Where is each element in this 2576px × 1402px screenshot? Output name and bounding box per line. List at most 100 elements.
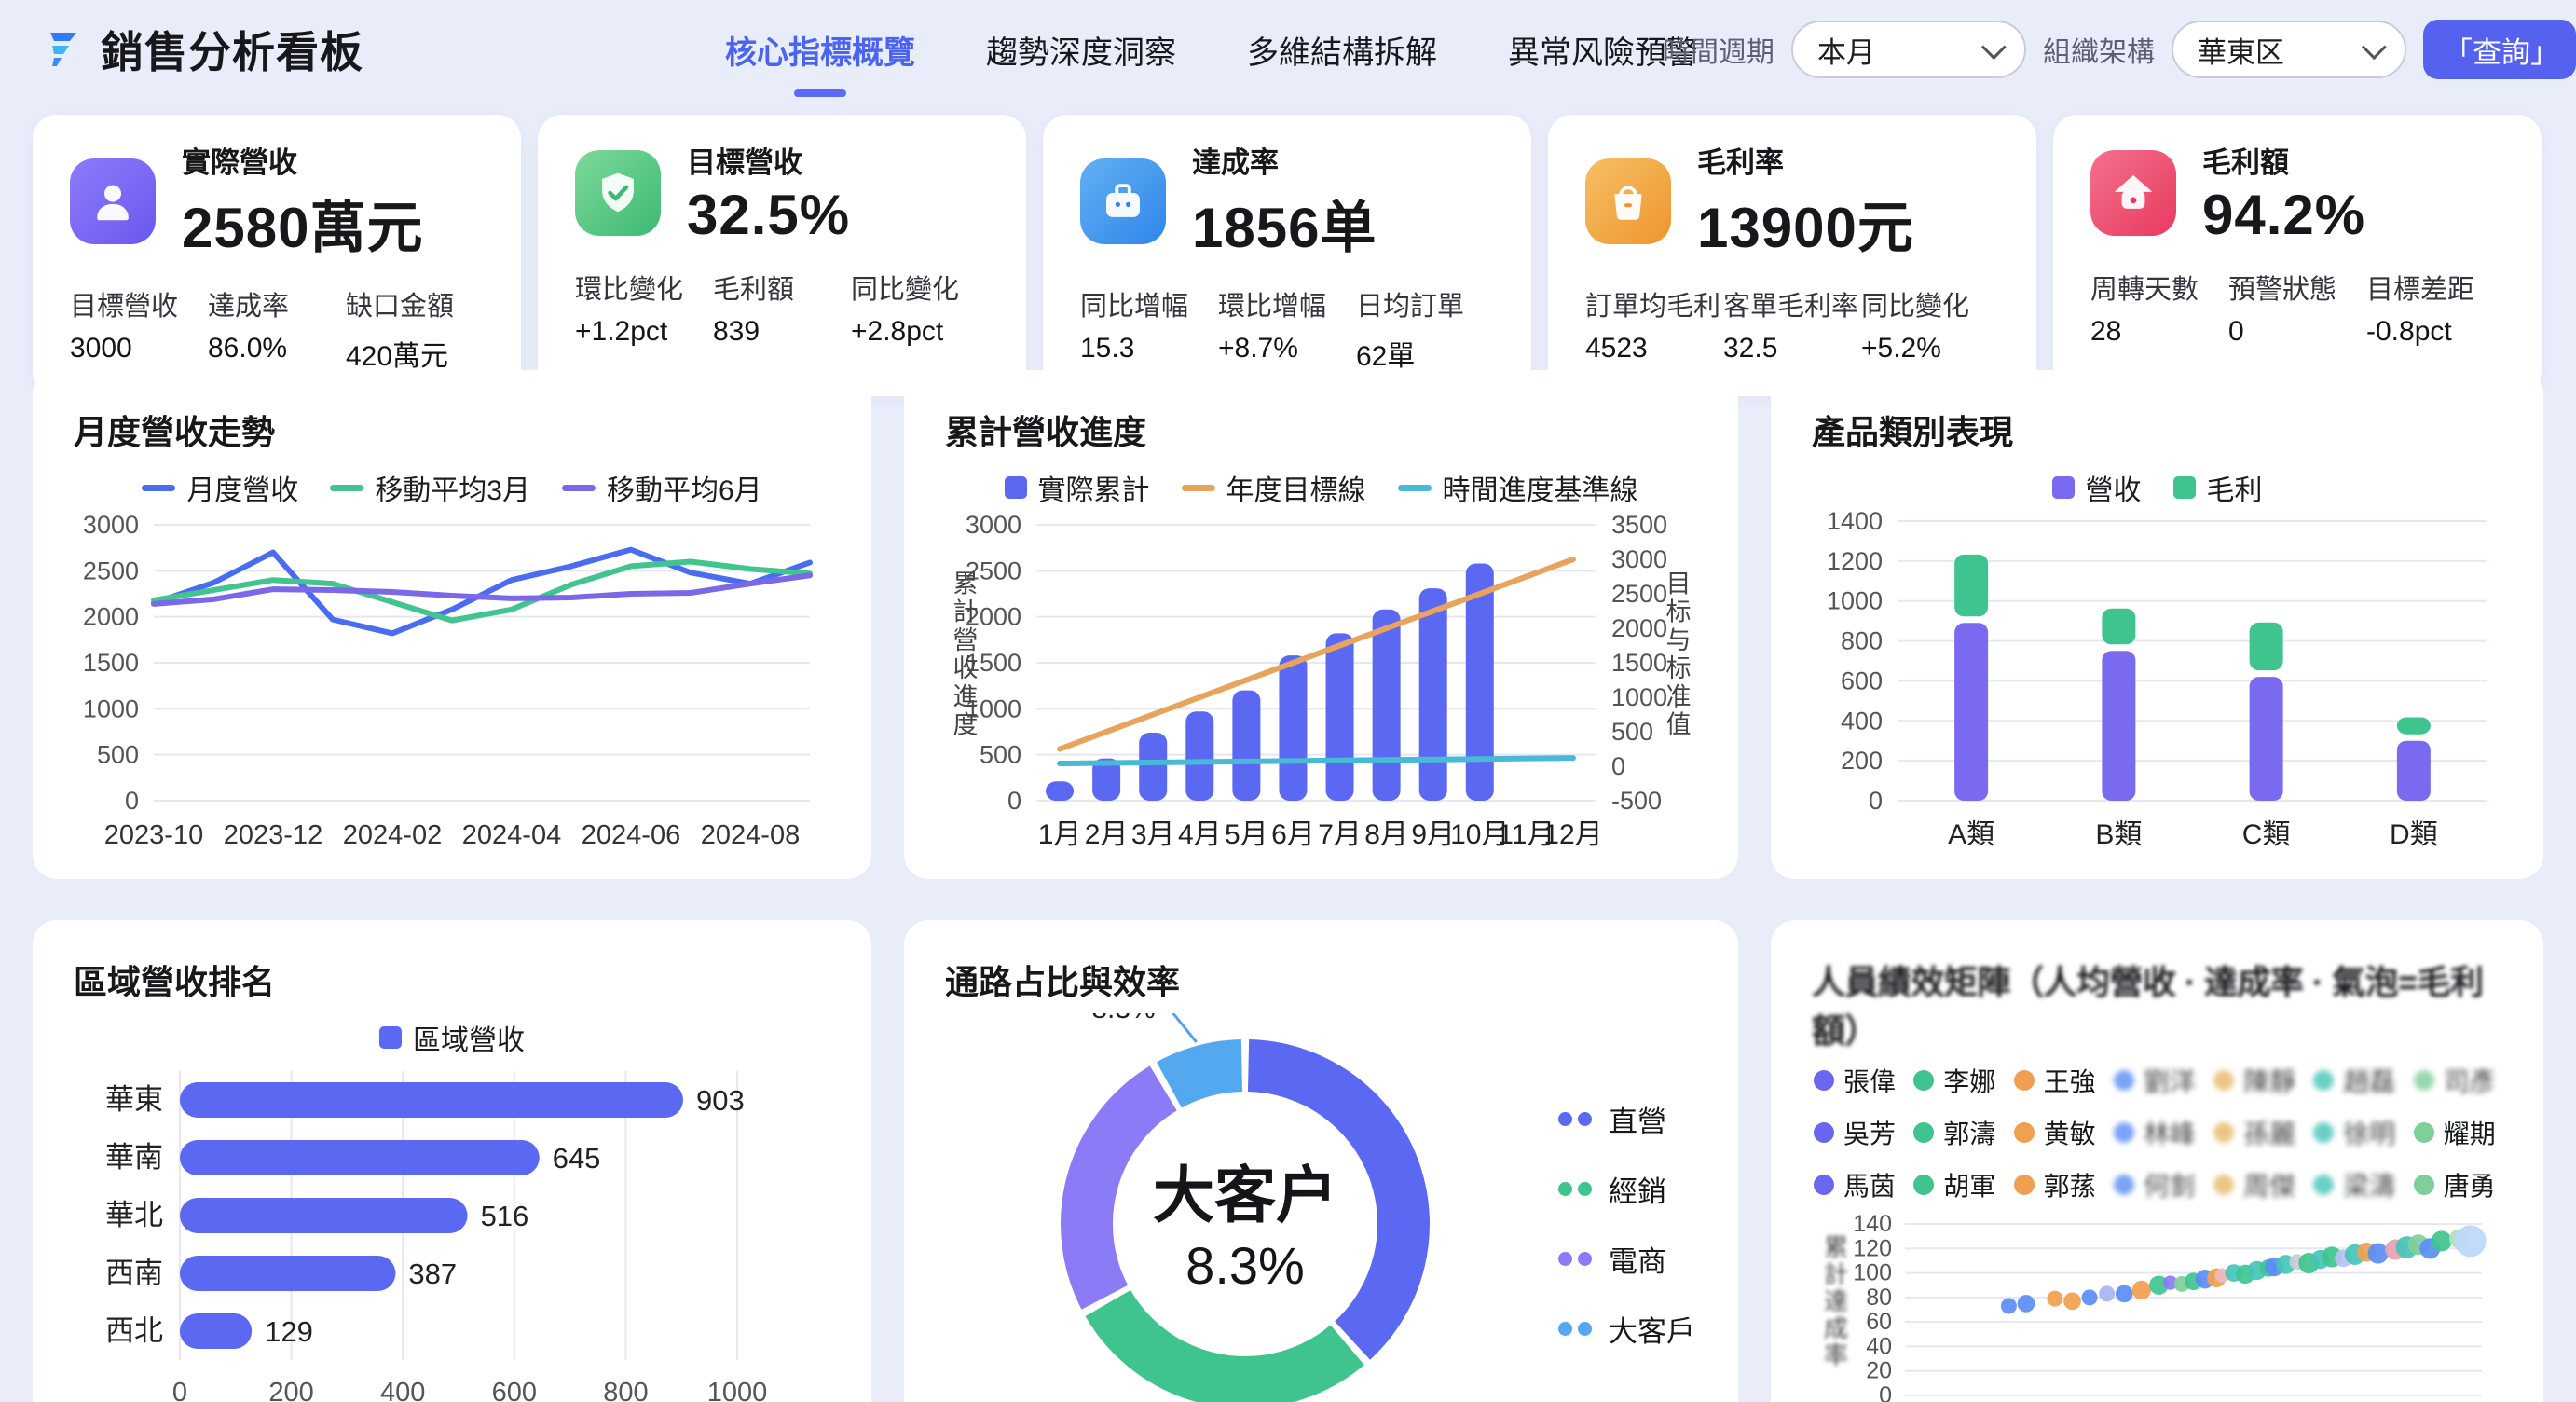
period-label: 時間週期 — [1663, 37, 1774, 68]
kpi-sub-label: 同比變化 — [851, 275, 960, 305]
svg-text:2500: 2500 — [1611, 580, 1667, 608]
legend-item: 馬茵 — [1814, 1166, 1906, 1203]
legend-item: 王強 — [2013, 1062, 2106, 1099]
svg-text:500: 500 — [1611, 718, 1653, 746]
svg-text:1000: 1000 — [707, 1378, 768, 1402]
legend-item: 經銷 — [1558, 1168, 1695, 1210]
kpi-sub-label: 環比增幅 — [1218, 292, 1327, 322]
svg-text:2500: 2500 — [966, 557, 1021, 584]
legend-dot — [2413, 1122, 2434, 1143]
legend-dot — [2213, 1070, 2235, 1091]
legend-swatch — [562, 484, 596, 491]
legend-swatch — [2172, 476, 2196, 499]
legend-item: 年度目標線 — [1181, 467, 1366, 508]
svg-text:1000: 1000 — [1611, 683, 1667, 711]
legend-dot — [1913, 1122, 1935, 1143]
tab-2[interactable]: 多維結構拆解 — [1247, 34, 1437, 71]
legend-item: 月度營收 — [142, 467, 298, 508]
chart-legend: 營收 毛利 — [1808, 463, 2506, 512]
kpi-title: 毛利率 — [1697, 146, 1784, 179]
svg-text:1500: 1500 — [83, 649, 139, 677]
svg-text:8月: 8月 — [1364, 819, 1408, 850]
period-select[interactable]: 本月 — [1791, 21, 2026, 78]
legend-item: 胡軍 — [1913, 1166, 2006, 1203]
svg-text:5月: 5月 — [1225, 819, 1268, 850]
svg-text:3月: 3月 — [1131, 819, 1175, 850]
header: 銷售分析看板 核心指標概覽 趨勢深度洞察 多維結構拆解 異常风險預警 時間週期 本月 … — [0, 0, 2576, 99]
svg-text:累計達成率: 累計達成率 — [1824, 1233, 1848, 1369]
svg-text:903: 903 — [696, 1084, 745, 1117]
tab-0[interactable]: 核心指標概覽 — [725, 27, 915, 97]
kpi-top: 達成率 1856单 — [1080, 139, 1494, 264]
kpi-sub-label: 目標差距 — [2366, 275, 2475, 305]
legend-item: 郭濤 — [1913, 1114, 2006, 1151]
org-value: 華東区 — [2198, 35, 2284, 69]
legend-swatch — [379, 1026, 402, 1049]
svg-text:2023-10: 2023-10 — [104, 820, 203, 850]
svg-text:8.3%: 8.3% — [1185, 1236, 1305, 1295]
svg-text:1200: 1200 — [1827, 547, 1883, 575]
chart-title: 人員績效矩陣（人均營收 · 達成率 · 氣泡=毛利額） — [1812, 963, 2484, 1050]
kpi-text: 達成率 1856单 — [1192, 139, 1377, 264]
svg-text:1000: 1000 — [966, 694, 1021, 722]
chart-title: 區域營收排名 — [74, 963, 276, 1001]
charts-row-1: 月度營收走勢 月度營收 移動平均3月 移動平均6月 0 500 1000 1500 2000… — [33, 370, 2543, 879]
legend-swatch — [1004, 476, 1027, 499]
legend-dot — [2113, 1070, 2134, 1091]
kpi-sub-value: 420萬元 — [346, 341, 449, 372]
kpi-text: 實際營收 2580萬元 — [182, 139, 423, 264]
kpi-subs: 訂單均毛利 4523 客單毛利率 32.5 同比變化 +5.2% — [1585, 284, 1999, 364]
svg-text:2023-12: 2023-12 — [224, 820, 322, 850]
chart-legend: 月度營收 移動平均3月 移動平均6月 — [70, 463, 834, 512]
svg-text:累計營收進度: 累計營收進度 — [953, 570, 979, 738]
kpi-row: 實際營收 2580萬元 目標營收 3000 達成率 86.0% 缺口金額 420萬元 目標… — [33, 115, 2542, 396]
scatter-chart: 0204060801001201401201101401301601501801… — [1808, 1213, 2506, 1402]
kpi-card: 毛利率 13900元 訂單均毛利 4523 客單毛利率 32.5 同比變化 +5.2% — [1548, 115, 2036, 396]
legend-item: 梁濤 — [2313, 1166, 2405, 1203]
kpi-sub-label: 日均訂單 — [1356, 292, 1465, 322]
org-select[interactable]: 華東区 — [2172, 21, 2406, 78]
kpi-sub-metric: 同比變化 +2.8pct — [851, 268, 989, 348]
chart-legend: 實際累計 年度目標線 時間進度基準線 — [941, 463, 1701, 512]
kpi-sub-metric: 環比變化 +1.2pct — [575, 268, 713, 348]
kpi-sub-value: +2.8pct — [851, 316, 944, 347]
legend-swatch — [142, 484, 176, 491]
chart-title: 累計營收進度 — [945, 413, 1147, 451]
kpi-text: 目標營收 32.5% — [687, 139, 850, 247]
chart-title: 月度營收走勢 — [74, 413, 276, 451]
query-button[interactable]: 「查詢」 — [2423, 20, 2576, 79]
tab-3[interactable]: 異常风險預警 — [1508, 34, 1698, 71]
bar-line-chart: 0 500 1000 1500 2000 2500 3000 -500 0 500 1000 1500… — [941, 512, 1701, 859]
svg-text:500: 500 — [980, 741, 1021, 769]
kpi-sub-value: 839 — [713, 316, 760, 347]
kpi-sub-label: 達成率 — [208, 292, 290, 322]
kpi-sub-metric: 同比增幅 15.3 — [1080, 284, 1218, 374]
legend-item: 電商 — [1558, 1238, 1695, 1280]
legend-dot — [1913, 1175, 1935, 1195]
svg-text:60: 60 — [1866, 1309, 1892, 1335]
svg-text:華南: 華南 — [105, 1141, 163, 1174]
kpi-sub-value: 4523 — [1585, 333, 1648, 364]
svg-text:10月: 10月 — [1450, 819, 1509, 850]
kpi-card: 達成率 1856单 同比增幅 15.3 環比增幅 +8.7% 日均訂單 62單 — [1043, 115, 1531, 396]
legend-item: 郭蓀 — [2013, 1166, 2106, 1203]
svg-text:2500: 2500 — [83, 557, 139, 584]
hbar-chart: 0 200 400 600 800 1000 華東 903 華南 645 華北 516 西南 387 西北 1… — [70, 1062, 834, 1402]
legend-swatch — [1181, 484, 1215, 491]
svg-text:A類: A類 — [1948, 819, 1994, 850]
period-value: 本月 — [1817, 35, 1875, 69]
legend-dot — [2313, 1070, 2335, 1091]
svg-text:600: 600 — [492, 1378, 537, 1402]
chart-card-region-ranking: 區域營收排名 區域營收 0 200 400 600 800 1000 華東 903 華南 645 華… — [33, 920, 871, 1402]
kpi-sub-label: 目標營收 — [70, 292, 179, 322]
svg-text:0: 0 — [125, 787, 139, 815]
kpi-value: 32.5% — [687, 184, 851, 246]
line-chart: 0 500 1000 1500 2000 2500 3000 2023-10 2023-12 20… — [70, 512, 834, 859]
svg-text:400: 400 — [380, 1378, 425, 1402]
shield-check-icon — [575, 150, 661, 236]
legend-item: 耀期 — [2413, 1114, 2506, 1151]
kpi-value: 2580萬元 — [182, 197, 424, 259]
tab-1[interactable]: 趨勢深度洞察 — [986, 34, 1176, 71]
